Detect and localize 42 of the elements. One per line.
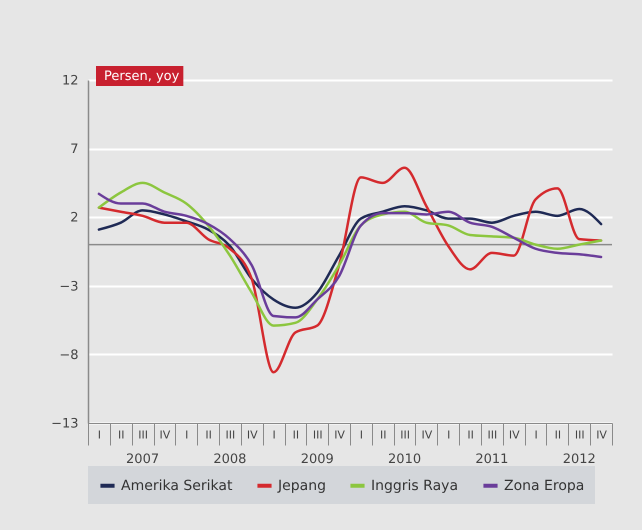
x-tick-label: IV xyxy=(596,428,608,442)
text: 2012 xyxy=(562,452,596,467)
x-tick-label: I xyxy=(98,428,102,442)
y-tick-label: 12 xyxy=(62,74,78,88)
y-tick-label: −3 xyxy=(59,279,78,294)
y-tick-label: −8 xyxy=(59,348,78,363)
text: 2008 xyxy=(213,452,246,467)
x-tick-label: III xyxy=(138,428,148,442)
x-tick-label: III xyxy=(400,428,410,442)
x-tick-label: IV xyxy=(160,428,171,442)
y-tick-label: −13 xyxy=(51,416,78,432)
legend-label: Amerika Serikat xyxy=(121,478,233,494)
x-tick-label: III xyxy=(488,428,498,442)
x-tick-label: III xyxy=(312,428,323,442)
text: 2007 xyxy=(126,452,160,467)
x-tick-label: III xyxy=(574,428,585,442)
y-axis-title: Persen, yoy xyxy=(104,69,180,84)
x-tick-label: IV xyxy=(246,428,258,442)
x-tick-label: IV xyxy=(508,428,520,442)
x-tick-label: III xyxy=(226,428,236,442)
x-tick-label: II xyxy=(554,428,562,442)
line-series xyxy=(98,166,602,374)
x-tick-label: IV xyxy=(422,428,433,442)
x-tick-label: I xyxy=(360,428,364,442)
x-tick-label: II xyxy=(380,428,386,442)
legend-label: Jepang xyxy=(277,478,326,494)
text: 2010 xyxy=(388,452,422,467)
x-tick-label: I xyxy=(272,428,276,442)
y-tick-label: 2 xyxy=(70,210,78,226)
text: 2009 xyxy=(300,452,334,467)
text: 2011 xyxy=(475,452,508,467)
legend-label: Inggris Raya xyxy=(371,478,458,494)
x-tick-label: IV xyxy=(334,428,346,442)
x-tick-label: II xyxy=(292,428,300,442)
y-tick-label: 7 xyxy=(70,142,78,158)
x-tick-label: II xyxy=(205,428,212,442)
x-tick-label: I xyxy=(534,428,538,442)
x-tick-label: I xyxy=(185,428,188,442)
x-tick-label: I xyxy=(447,428,450,442)
x-tick-label: II xyxy=(118,428,124,442)
x-tick-label: II xyxy=(467,428,474,442)
legend-label: Zona Eropa xyxy=(504,478,584,494)
